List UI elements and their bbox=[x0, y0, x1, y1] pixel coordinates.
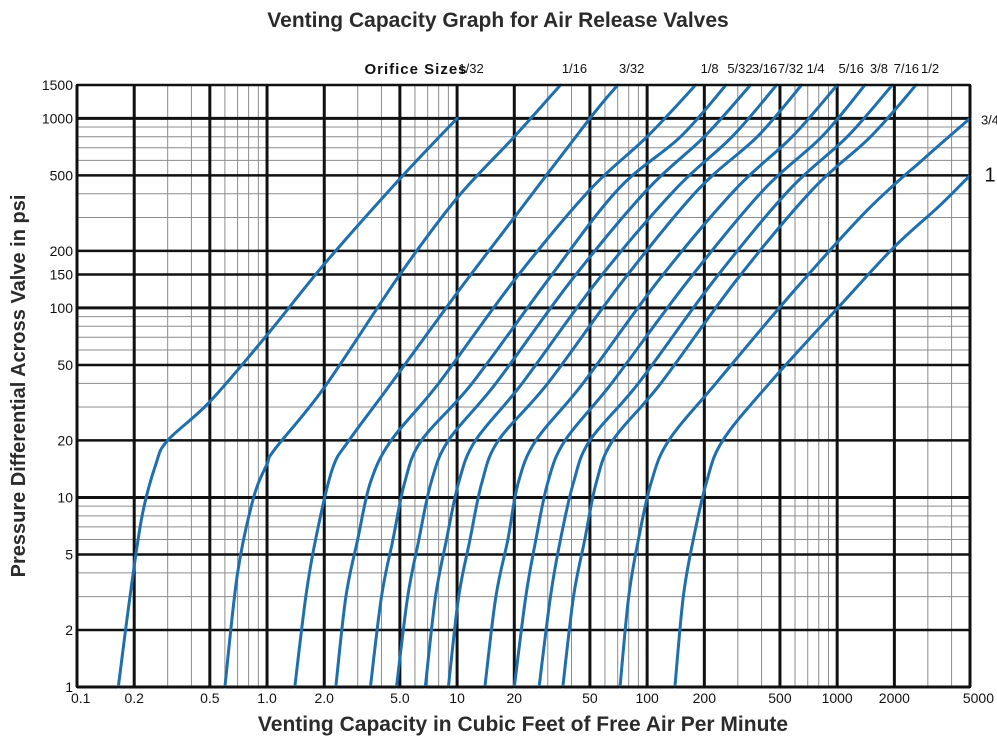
y-tick-label: 500 bbox=[50, 167, 74, 183]
y-tick-label: 5 bbox=[65, 547, 73, 563]
y-tick-label: 1 bbox=[65, 679, 73, 695]
x-tick-label: 5000 bbox=[963, 690, 994, 706]
x-tick-label: 0.2 bbox=[124, 690, 144, 706]
x-tick-label: 2000 bbox=[879, 690, 910, 706]
orifice-label-top: 7/32 bbox=[778, 61, 803, 76]
y-tick-label: 2 bbox=[65, 622, 73, 638]
orifice-label-top: 5/16 bbox=[839, 61, 864, 76]
orifice-label-top: 5/32 bbox=[727, 61, 752, 76]
y-tick-label: 200 bbox=[50, 243, 74, 259]
y-tick-labels: 1 2 5 10 20 50 100 150 200 500 1000 1500 bbox=[42, 77, 73, 695]
orifice-sizes-heading: Orifice Sizes bbox=[364, 61, 467, 78]
x-tick-label: 1000 bbox=[822, 690, 853, 706]
x-tick-label: 200 bbox=[693, 690, 717, 706]
y-tick-label: 20 bbox=[57, 432, 73, 448]
x-tick-label: 100 bbox=[635, 690, 659, 706]
y-tick-label: 100 bbox=[50, 300, 74, 316]
x-tick-label: 0.1 bbox=[71, 690, 91, 706]
y-tick-label: 1000 bbox=[42, 110, 73, 126]
x-tick-label: 1.0 bbox=[257, 690, 277, 706]
orifice-label-top: 1/8 bbox=[701, 61, 719, 76]
y-tick-label: 150 bbox=[50, 267, 74, 283]
x-tick-labels: 0.1 0.2 0.5 1.0 2.0 5.0 10 20 50 100 200 500 1000 200… bbox=[71, 690, 994, 706]
orifice-label-top: 1/16 bbox=[562, 61, 587, 76]
orifice-label-right: 1 bbox=[984, 164, 995, 186]
orifice-label-top: 1/32 bbox=[458, 61, 483, 76]
x-tick-label: 5.0 bbox=[390, 690, 410, 706]
x-tick-label: 2.0 bbox=[315, 690, 335, 706]
orifice-size-labels: 1/32 1/16 3/32 1/8 5/32 3/16 7/32 1/4 5/16 3/8 7/1… bbox=[458, 61, 997, 186]
y-axis-label: Pressure Differential Across Valve in ps… bbox=[8, 195, 30, 578]
x-tick-label: 20 bbox=[507, 690, 523, 706]
series-line-13 bbox=[675, 175, 970, 687]
y-tick-label: 1500 bbox=[42, 77, 73, 93]
y-tick-label: 10 bbox=[57, 489, 73, 505]
y-tick-label: 50 bbox=[57, 357, 73, 373]
orifice-label-top: 3/32 bbox=[619, 61, 644, 76]
x-tick-label: 0.5 bbox=[200, 690, 220, 706]
x-tick-label: 10 bbox=[449, 690, 465, 706]
x-tick-label: 500 bbox=[768, 690, 792, 706]
orifice-label-top: 3/8 bbox=[870, 61, 888, 76]
orifice-label-top: 7/16 bbox=[894, 61, 919, 76]
orifice-label-top: 3/16 bbox=[752, 61, 777, 76]
orifice-label-right: 3/4 bbox=[981, 112, 997, 127]
chart-title: Venting Capacity Graph for Air Release V… bbox=[267, 9, 728, 32]
orifice-label-top: 1/2 bbox=[921, 61, 939, 76]
orifice-label-top: 1/4 bbox=[807, 61, 825, 76]
x-axis-label: Venting Capacity in Cubic Feet of Free A… bbox=[258, 713, 788, 736]
x-tick-label: 50 bbox=[582, 690, 598, 706]
